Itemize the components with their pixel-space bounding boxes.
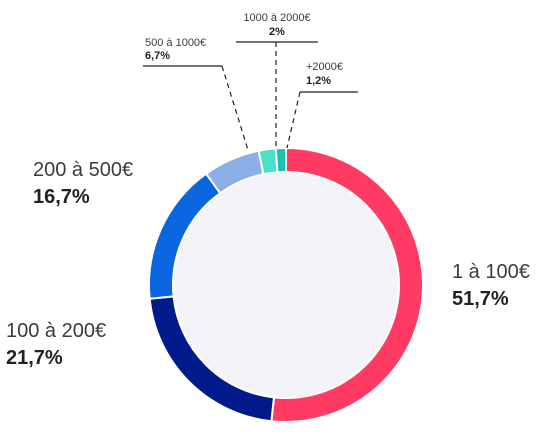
label-value-100-200: 21,7% <box>6 347 63 369</box>
leader-lines <box>143 41 358 151</box>
label-range-100-200: 100 à 200€ <box>6 320 106 342</box>
slice-+2000 <box>274 146 287 174</box>
donut-slices <box>148 146 424 423</box>
label-range-1000-2000: 1000 à 2000€ <box>243 12 310 24</box>
label-value-200-500: 16,7% <box>33 186 90 208</box>
label-range-1-100: 1 à 100€ <box>452 261 530 283</box>
label-value-500-1000: 6,7% <box>145 50 170 62</box>
donut-center <box>173 172 399 398</box>
label-range-200-500: 200 à 500€ <box>33 159 133 181</box>
label-value-1-100: 51,7% <box>452 288 509 310</box>
label-range-2000-plus: +2000€ <box>306 61 343 73</box>
leader-dash-2000-plus <box>286 91 301 149</box>
label-value-1000-2000: 2% <box>269 26 285 38</box>
label-range-500-1000: 500 à 1000€ <box>145 37 206 49</box>
leader-dash-500-1000 <box>221 65 249 151</box>
label-value-2000-plus: 1,2% <box>306 75 331 87</box>
